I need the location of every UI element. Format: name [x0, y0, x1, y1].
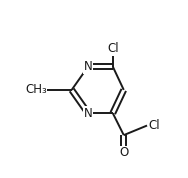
Text: Cl: Cl	[107, 42, 119, 55]
Text: N: N	[84, 107, 92, 120]
Text: O: O	[119, 146, 128, 159]
Text: CH₃: CH₃	[25, 83, 47, 96]
Text: N: N	[84, 60, 92, 73]
Text: Cl: Cl	[149, 119, 160, 132]
